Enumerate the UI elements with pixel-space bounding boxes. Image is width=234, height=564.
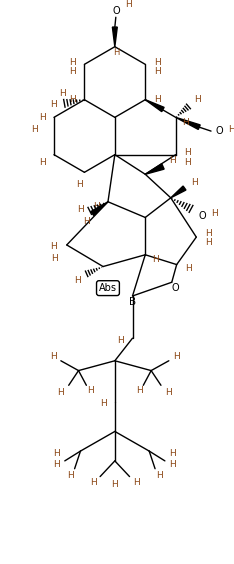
Text: H: H [152, 255, 158, 264]
Text: H: H [51, 254, 58, 263]
Text: H: H [173, 352, 180, 362]
Text: B: B [129, 297, 136, 307]
Text: H: H [54, 448, 60, 457]
Text: H: H [228, 125, 234, 134]
Polygon shape [145, 164, 164, 174]
Text: H: H [90, 478, 97, 487]
Text: H: H [133, 478, 140, 487]
Text: H: H [205, 228, 212, 237]
Text: H: H [191, 178, 198, 187]
Text: H: H [113, 48, 119, 57]
Text: H: H [100, 399, 106, 408]
Text: H: H [185, 264, 192, 273]
Text: H: H [169, 156, 176, 165]
Text: H: H [156, 471, 162, 480]
Text: H: H [184, 148, 191, 157]
Text: H: H [136, 386, 143, 395]
Text: H: H [182, 118, 189, 127]
Polygon shape [176, 117, 200, 129]
Polygon shape [91, 202, 108, 215]
Text: H: H [76, 179, 83, 188]
Text: H: H [154, 67, 161, 76]
Text: O: O [113, 6, 121, 16]
Text: H: H [39, 113, 46, 122]
Text: H: H [93, 202, 99, 211]
Text: H: H [154, 58, 161, 67]
Text: H: H [59, 89, 66, 98]
Text: H: H [194, 95, 201, 104]
Polygon shape [112, 27, 117, 47]
Text: H: H [69, 95, 76, 104]
Text: H: H [74, 276, 81, 285]
Text: H: H [111, 480, 118, 489]
Text: H: H [169, 448, 176, 457]
Text: H: H [154, 95, 161, 104]
Text: H: H [184, 158, 191, 167]
Text: H: H [58, 387, 64, 396]
Text: H: H [67, 471, 74, 480]
Text: H: H [50, 352, 56, 362]
Text: H: H [50, 100, 56, 109]
Text: H: H [169, 460, 176, 469]
Text: Abs: Abs [99, 283, 117, 293]
Text: H: H [125, 0, 132, 9]
Text: H: H [212, 209, 218, 218]
Text: H: H [50, 243, 56, 252]
Text: H: H [39, 158, 46, 167]
Text: O: O [172, 283, 179, 293]
Text: H: H [31, 125, 38, 134]
Text: H: H [69, 67, 76, 76]
Text: H: H [165, 387, 172, 396]
Text: H: H [54, 460, 60, 469]
Text: H: H [77, 205, 84, 214]
Polygon shape [171, 186, 186, 198]
Text: O: O [215, 126, 223, 136]
Text: H: H [83, 217, 90, 226]
Text: H: H [87, 386, 94, 395]
Text: O: O [198, 210, 206, 221]
Polygon shape [145, 100, 164, 112]
Text: H: H [69, 58, 76, 67]
Text: H: H [117, 336, 124, 345]
Text: H: H [205, 239, 212, 248]
